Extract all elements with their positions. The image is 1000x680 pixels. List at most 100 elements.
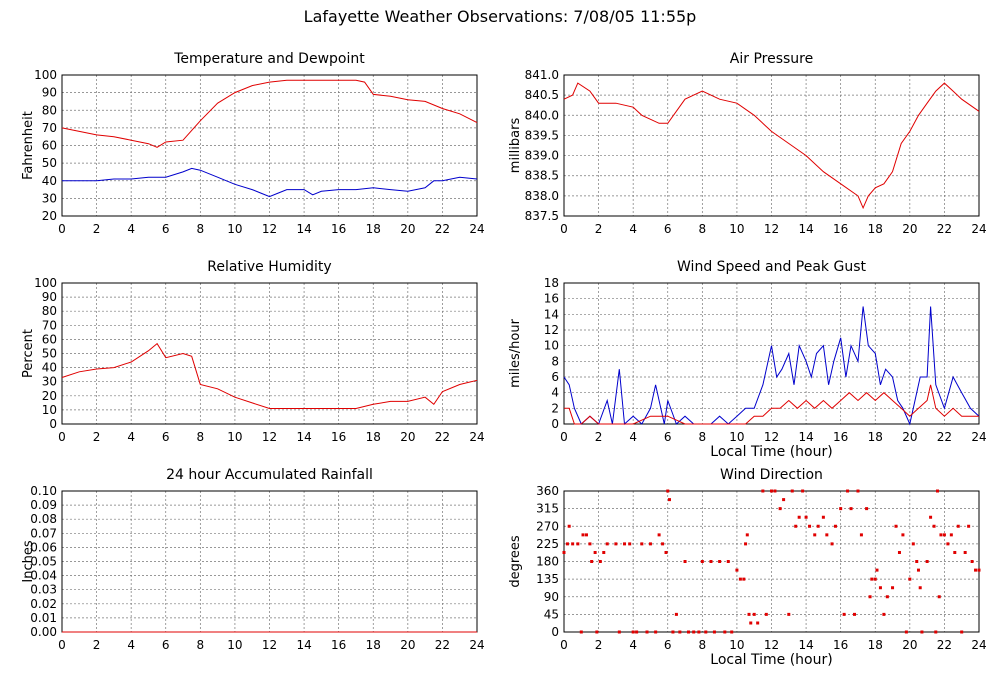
data-point bbox=[953, 550, 957, 554]
x-tick-label: 8 bbox=[197, 222, 205, 236]
data-point bbox=[661, 542, 665, 546]
data-point bbox=[801, 489, 805, 493]
data-point bbox=[590, 560, 594, 563]
y-axis-label: Inches bbox=[21, 540, 36, 582]
data-point bbox=[747, 612, 751, 616]
y-tick-label: 50 bbox=[42, 347, 57, 361]
data-point bbox=[849, 507, 853, 511]
chart-title: Relative Humidity bbox=[207, 259, 331, 275]
y-tick-label: 90 bbox=[42, 86, 57, 100]
y-tick-label: 0.03 bbox=[30, 583, 57, 597]
x-tick-label: 2 bbox=[595, 222, 603, 236]
data-point bbox=[949, 533, 953, 537]
x-tick-label: 10 bbox=[729, 430, 744, 444]
data-point bbox=[674, 612, 678, 616]
data-point bbox=[942, 533, 946, 537]
data-point bbox=[808, 524, 812, 528]
y-tick-label: 0 bbox=[551, 625, 559, 639]
data-point bbox=[735, 568, 739, 572]
data-point bbox=[956, 524, 960, 528]
y-tick-label: 10 bbox=[544, 339, 559, 353]
data-point bbox=[712, 630, 716, 634]
data-point bbox=[816, 524, 820, 528]
chart-temp: 0 2 4 6 8 10 12 14 16 18 20 22 242030405060708090100… bbox=[21, 51, 485, 236]
x-tick-label: 12 bbox=[262, 222, 277, 236]
x-tick-label: 6 bbox=[664, 222, 672, 236]
y-tick-label: 70 bbox=[42, 318, 57, 332]
x-tick-label: 12 bbox=[764, 638, 779, 652]
x-tick-label: 8 bbox=[197, 638, 205, 652]
data-point bbox=[631, 630, 635, 634]
y-tick-label: 225 bbox=[536, 537, 559, 551]
y-tick-label: 8 bbox=[551, 354, 559, 368]
x-tick-label: 16 bbox=[331, 222, 346, 236]
data-point bbox=[595, 630, 599, 634]
y-tick-label: 100 bbox=[34, 68, 57, 82]
y-tick-label: 45 bbox=[544, 607, 559, 621]
y-tick-label: 40 bbox=[42, 174, 57, 188]
x-tick-label: 2 bbox=[595, 638, 603, 652]
data-point bbox=[654, 630, 658, 634]
data-point bbox=[593, 550, 597, 554]
x-tick-label: 0 bbox=[560, 430, 568, 444]
y-tick-label: 4 bbox=[551, 386, 559, 400]
data-point bbox=[738, 577, 742, 581]
x-tick-label: 18 bbox=[366, 430, 381, 444]
y-tick-label: 180 bbox=[536, 555, 559, 569]
chart-humidity: 0 2 4 6 8 10 12 14 16 18 20 22 240102030405060708090… bbox=[21, 259, 485, 444]
y-tick-label: 0.00 bbox=[30, 625, 57, 639]
data-point bbox=[773, 489, 777, 493]
y-tick-label: 0.01 bbox=[30, 611, 57, 625]
data-point bbox=[946, 542, 950, 546]
chart-title: Wind Direction bbox=[720, 467, 823, 483]
data-point bbox=[666, 489, 670, 493]
data-point bbox=[640, 542, 644, 546]
x-tick-label: 4 bbox=[127, 222, 135, 236]
chart-title: 24 hour Accumulated Rainfall bbox=[166, 467, 373, 483]
data-point bbox=[588, 542, 592, 546]
data-point bbox=[664, 550, 668, 554]
x-tick-label: 4 bbox=[629, 430, 637, 444]
x-tick-label: 6 bbox=[162, 638, 170, 652]
y-tick-label: 839.0 bbox=[525, 149, 559, 163]
x-tick-label: 4 bbox=[629, 222, 637, 236]
x-tick-label: 0 bbox=[58, 638, 66, 652]
series-line-red bbox=[61, 79, 478, 148]
chart-rain: 0 2 4 6 8 10 12 14 16 18 20 22 240.000.010.020.030.0… bbox=[21, 467, 485, 652]
y-tick-label: 60 bbox=[42, 139, 57, 153]
data-point bbox=[565, 542, 569, 546]
x-tick-label: 18 bbox=[868, 430, 883, 444]
y-tick-label: 12 bbox=[544, 323, 559, 337]
data-point bbox=[868, 595, 872, 599]
data-point bbox=[718, 560, 722, 563]
y-tick-label: 60 bbox=[42, 332, 57, 346]
data-point bbox=[904, 630, 908, 634]
data-point bbox=[920, 630, 924, 634]
y-axis-label: degrees bbox=[508, 535, 523, 588]
x-tick-label: 8 bbox=[699, 430, 707, 444]
data-point bbox=[635, 630, 639, 634]
data-point bbox=[790, 489, 794, 493]
data-point bbox=[761, 489, 765, 493]
data-point bbox=[794, 524, 798, 528]
data-point bbox=[782, 498, 786, 502]
data-point bbox=[977, 568, 981, 572]
x-tick-label: 22 bbox=[937, 222, 952, 236]
data-point bbox=[744, 542, 748, 546]
y-tick-label: 315 bbox=[536, 502, 559, 516]
data-point bbox=[804, 515, 808, 519]
x-tick-label: 20 bbox=[902, 430, 917, 444]
y-tick-label: 135 bbox=[536, 572, 559, 586]
page-title: Lafayette Weather Observations: 7/08/05 … bbox=[303, 7, 697, 26]
x-tick-label: 22 bbox=[435, 638, 450, 652]
chart-title: Wind Speed and Peak Gust bbox=[677, 259, 866, 275]
x-tick-label: 12 bbox=[262, 638, 277, 652]
data-point bbox=[749, 621, 753, 625]
x-tick-label: 12 bbox=[262, 430, 277, 444]
data-point bbox=[697, 630, 701, 634]
data-point bbox=[683, 560, 687, 563]
data-point bbox=[934, 630, 938, 634]
data-point bbox=[859, 533, 863, 537]
x-tick-label: 2 bbox=[595, 430, 603, 444]
x-tick-label: 0 bbox=[58, 430, 66, 444]
